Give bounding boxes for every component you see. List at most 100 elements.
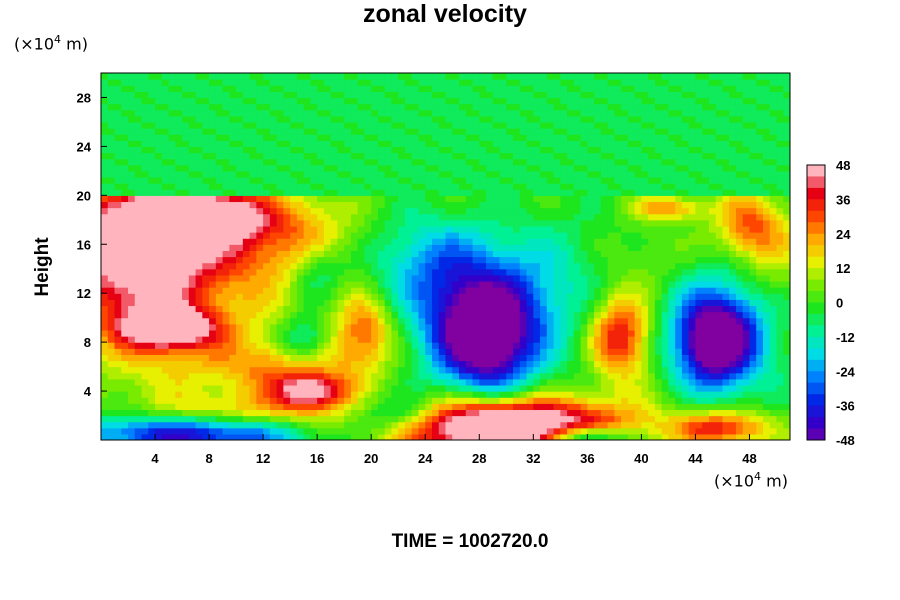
heat-cell	[384, 384, 393, 392]
heat-cell	[438, 317, 447, 325]
heat-cell	[215, 250, 224, 258]
heat-cell	[526, 219, 534, 227]
heat-cell	[499, 121, 507, 129]
heat-cell	[182, 134, 190, 141]
heat-cell	[242, 360, 251, 368]
heat-cell	[391, 317, 399, 325]
heat-cell	[472, 244, 480, 251]
heat-cell	[648, 115, 656, 123]
heat-cell	[209, 299, 217, 307]
heat-cell	[222, 354, 230, 362]
heat-cell	[323, 287, 332, 294]
heat-cell	[465, 146, 474, 154]
heat-cell	[411, 262, 420, 270]
heat-cell	[330, 397, 339, 404]
heat-cell	[350, 342, 359, 349]
heat-cell	[431, 280, 440, 288]
heat-cell	[445, 121, 453, 129]
heat-cell	[513, 250, 521, 258]
heat-cell	[459, 378, 467, 386]
heat-cell	[249, 280, 257, 288]
heat-cell	[155, 158, 163, 166]
heat-cell	[411, 152, 420, 160]
heat-cell	[418, 409, 426, 417]
heat-cell	[310, 195, 318, 203]
heat-cell	[141, 378, 149, 386]
heat-cell	[627, 372, 636, 380]
heat-cell	[459, 121, 467, 129]
heat-cell	[654, 189, 663, 196]
heat-cell	[526, 158, 534, 166]
heat-cell	[155, 323, 163, 331]
heat-cell	[283, 262, 291, 270]
heat-cell	[303, 128, 311, 135]
heat-cell	[452, 225, 460, 233]
heat-cell	[452, 109, 460, 117]
heat-cell	[580, 109, 588, 117]
heat-cell	[263, 176, 271, 184]
heat-cell	[621, 409, 629, 417]
heat-cell	[182, 433, 190, 440]
heat-cell	[337, 409, 345, 417]
heat-cell	[479, 427, 487, 435]
heat-cell	[269, 280, 278, 288]
heat-cell	[256, 274, 264, 282]
heat-cell	[492, 183, 501, 190]
heat-cell	[398, 415, 406, 423]
heat-cell	[107, 262, 116, 270]
heat-cell	[472, 262, 480, 270]
heat-cell	[107, 201, 116, 209]
heat-cell	[513, 219, 521, 227]
heat-cell	[431, 262, 440, 270]
heat-cell	[654, 73, 663, 80]
heat-cell	[600, 232, 609, 239]
heat-cell	[607, 323, 615, 331]
heat-cell	[533, 280, 541, 288]
heat-cell	[364, 415, 372, 423]
heat-cell	[580, 250, 588, 258]
heat-cell	[641, 348, 649, 355]
heat-cell	[161, 189, 170, 196]
heat-cell	[648, 262, 656, 270]
heat-cell	[242, 305, 251, 313]
heat-cell	[114, 73, 122, 80]
heat-cell	[391, 128, 399, 135]
heat-cell	[202, 256, 210, 264]
heat-cell	[438, 348, 447, 355]
heat-cell	[317, 146, 325, 154]
heat-cell	[479, 164, 487, 172]
heat-cell	[634, 384, 642, 392]
heat-cell	[391, 176, 399, 184]
heatmap-field	[101, 73, 790, 440]
heat-cell	[101, 103, 109, 111]
heat-cell	[337, 97, 345, 105]
heat-cell	[607, 152, 615, 160]
heat-cell	[175, 164, 183, 172]
heat-cell	[215, 329, 224, 337]
heat-cell	[411, 115, 420, 123]
heat-cell	[526, 378, 534, 386]
heat-cell	[236, 183, 244, 190]
heat-cell	[107, 219, 116, 227]
heat-cell	[323, 366, 332, 374]
heat-cell	[337, 274, 345, 282]
heat-cell	[391, 415, 399, 423]
heat-cell	[290, 85, 298, 92]
heat-cell	[634, 262, 642, 270]
heat-cell	[594, 250, 602, 258]
heat-cell	[506, 115, 514, 123]
heat-cell	[607, 397, 615, 404]
heat-cell	[222, 219, 230, 227]
heat-cell	[249, 287, 257, 294]
heat-cell	[202, 415, 210, 423]
heat-cell	[222, 348, 230, 355]
heat-cell	[506, 128, 514, 135]
heat-cell	[499, 305, 507, 313]
heat-cell	[209, 427, 217, 435]
heat-cell	[242, 262, 251, 270]
heat-cell	[465, 164, 474, 172]
heat-cell	[627, 378, 636, 386]
heat-cell	[540, 409, 548, 417]
heat-cell	[303, 262, 311, 270]
heat-cell	[114, 183, 122, 190]
